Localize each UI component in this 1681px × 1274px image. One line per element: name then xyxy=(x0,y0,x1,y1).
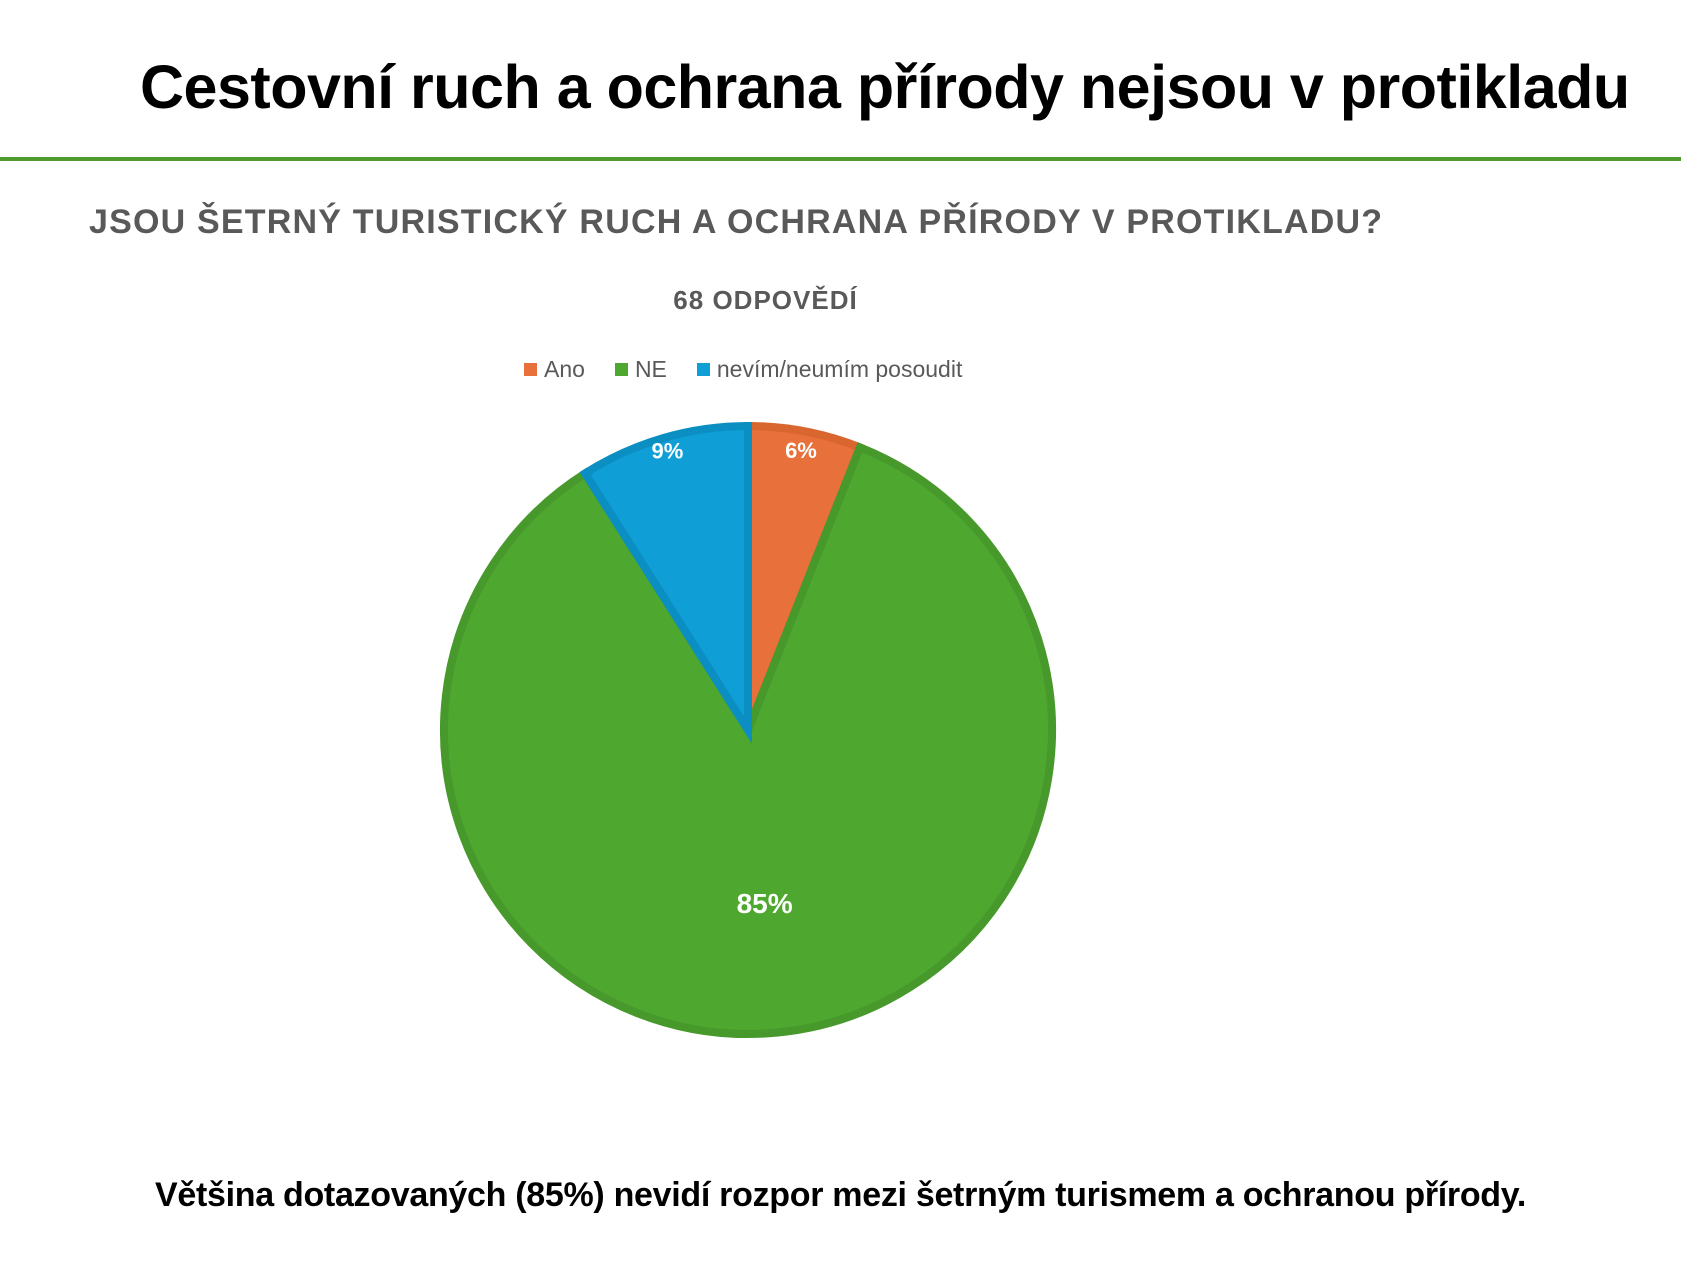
pie-slice-ne xyxy=(440,442,1056,1038)
chart-title: JSOU ŠETRNÝ TURISTICKÝ RUCH A OCHRANA PŘ… xyxy=(89,203,1384,241)
legend-swatch-ne xyxy=(614,363,628,376)
data-label-ne: 85% xyxy=(737,888,793,919)
legend-swatch-nevim xyxy=(696,363,710,376)
conclusion-text: Většina dotazovaných (85%) nevidí rozpor… xyxy=(155,1176,1526,1214)
legend-label-ano: Ano xyxy=(544,356,585,382)
chart-legend: Ano NE nevím/neumím posoudit xyxy=(524,356,962,383)
legend-item-ano: Ano xyxy=(524,356,585,383)
chart-subtitle: 68 ODPOVĚDÍ xyxy=(673,285,858,315)
legend-label-nevim: nevím/neumím posoudit xyxy=(716,356,963,382)
data-label-nevim: 9% xyxy=(652,438,684,463)
legend-item-ne: NE xyxy=(614,356,667,383)
slide-title: Cestovní ruch a ochrana přírody nejsou v… xyxy=(140,53,1630,121)
legend-item-nevim: nevím/neumím posoudit xyxy=(696,356,963,383)
legend-label-ne: NE xyxy=(634,356,667,382)
legend-swatch-ano xyxy=(524,363,537,376)
data-label-ano: 6% xyxy=(785,438,817,463)
pie-slice-nevim xyxy=(579,421,752,744)
title-divider xyxy=(0,157,1681,161)
